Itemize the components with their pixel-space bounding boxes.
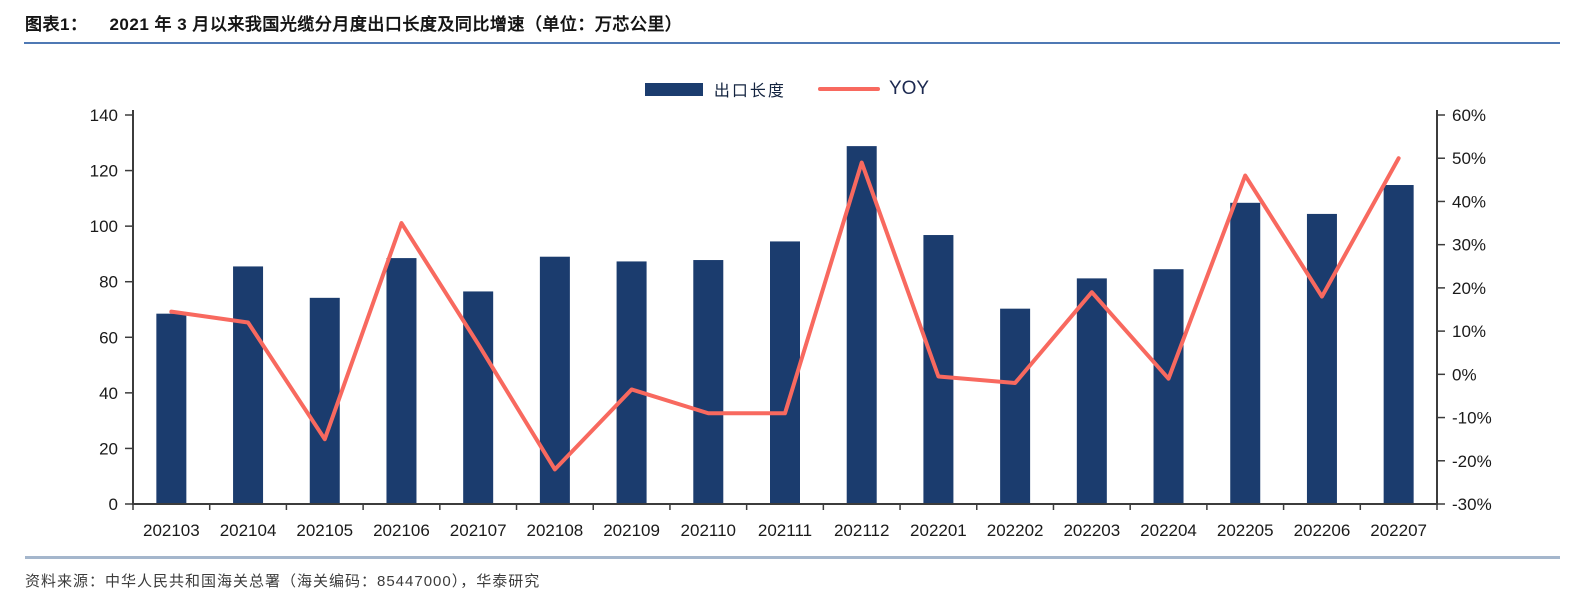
figure-header: 图表1： 2021 年 3 月以来我国光缆分月度出口长度及同比增速（单位：万芯公里… xyxy=(25,10,1548,35)
right-tick-label: 10% xyxy=(1452,322,1486,341)
bar-series-swatch xyxy=(644,82,703,96)
left-tick-label: 100 xyxy=(90,217,118,236)
x-tick-label: 202107 xyxy=(450,521,507,540)
yoy-line xyxy=(169,156,1401,472)
right-tick-label: 60% xyxy=(1452,106,1486,125)
bar-202109 xyxy=(616,261,647,504)
bar-202108 xyxy=(539,256,570,504)
bar-202107 xyxy=(463,291,494,504)
x-tick-label: 202204 xyxy=(1140,521,1197,540)
right-tick-label: -10% xyxy=(1452,409,1492,428)
right-tick-label: -20% xyxy=(1452,452,1492,471)
x-tick-label: 202106 xyxy=(373,521,430,540)
left-tick-label: 120 xyxy=(90,162,118,181)
bar-202103 xyxy=(156,313,187,504)
page-title: 2021 年 3 月以来我国光缆分月度出口长度及同比增速（单位：万芯公里） xyxy=(109,15,683,34)
x-tick-label: 202108 xyxy=(527,521,584,540)
x-tick-label: 202103 xyxy=(143,521,200,540)
bar-202204 xyxy=(1153,269,1184,504)
line-series-swatch xyxy=(817,87,880,91)
x-tick-label: 202206 xyxy=(1294,521,1351,540)
bar-202106 xyxy=(386,258,417,504)
source-note: 资料来源：中华人民共和国海关总署（海关编码：85447000），华泰研究 xyxy=(25,573,541,590)
x-tick-label: 202201 xyxy=(910,521,967,540)
right-tick-label: 40% xyxy=(1452,192,1486,211)
bar-202206 xyxy=(1306,213,1337,504)
x-tick-label: 202109 xyxy=(603,521,660,540)
bar-202112 xyxy=(846,146,877,504)
x-tick-label: 202207 xyxy=(1370,521,1427,540)
left-tick-label: 80 xyxy=(99,273,118,292)
figure-number-label: 图表1： xyxy=(25,15,88,34)
left-tick-label: 40 xyxy=(99,384,118,403)
footer-divider xyxy=(25,556,1560,559)
right-tick-label: 50% xyxy=(1452,149,1486,168)
bar-202110 xyxy=(693,260,724,504)
x-tick-label: 202111 xyxy=(758,521,812,540)
x-tick-label: 202205 xyxy=(1217,521,1274,540)
right-tick-label: 20% xyxy=(1452,279,1486,298)
bar-202202 xyxy=(1000,308,1031,504)
right-tick-label: 30% xyxy=(1452,236,1486,255)
bar-202203 xyxy=(1076,278,1107,504)
x-tick-label: 202202 xyxy=(987,521,1044,540)
x-tick-label: 202203 xyxy=(1063,521,1120,540)
header-divider xyxy=(24,42,1560,44)
bar-202201 xyxy=(923,235,954,504)
left-tick-label: 20 xyxy=(99,439,118,458)
x-tick-label: 202112 xyxy=(834,521,889,540)
bar-202205 xyxy=(1230,202,1261,504)
left-tick-label: 60 xyxy=(99,328,118,347)
bar-202111 xyxy=(770,241,800,505)
x-tick-label: 202104 xyxy=(220,521,277,540)
left-tick-label: 140 xyxy=(90,106,118,125)
bar-202207 xyxy=(1383,185,1414,504)
x-tick-label: 202110 xyxy=(681,521,736,540)
chart-legend: 出口长度 YOY xyxy=(0,76,1574,102)
right-tick-label: 0% xyxy=(1452,365,1477,384)
x-tick-label: 202105 xyxy=(296,521,353,540)
right-tick-label: -30% xyxy=(1452,495,1492,514)
bar-202104 xyxy=(233,266,264,504)
bar-series-label: 出口长度 xyxy=(713,83,786,100)
line-series-label: YOY xyxy=(888,78,930,99)
left-tick-label: 0 xyxy=(109,495,118,514)
bar-202105 xyxy=(309,297,340,504)
